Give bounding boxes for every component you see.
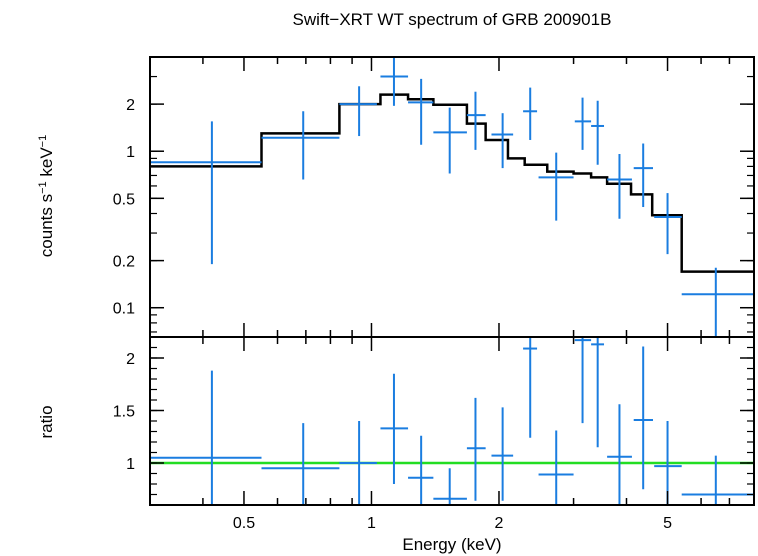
chart-title: Swift−XRT WT spectrum of GRB 200901B xyxy=(293,10,612,29)
y-tick-label: 1.5 xyxy=(113,404,135,421)
data-point xyxy=(466,91,486,150)
data-point xyxy=(607,153,632,219)
ylabel-main: counts s xyxy=(37,194,56,257)
data-point xyxy=(380,57,409,106)
data-point xyxy=(150,370,262,505)
data-point xyxy=(261,111,340,180)
data-point xyxy=(433,107,467,174)
data-point xyxy=(591,337,605,448)
ratio-panel: 11.52 xyxy=(113,336,755,506)
data-point xyxy=(681,267,754,337)
y-tick-label: 1 xyxy=(126,456,135,473)
data-point xyxy=(681,455,754,505)
data-point xyxy=(433,468,467,505)
x-tick-labels: 0.5 1 2 5 xyxy=(233,515,672,532)
spectrum-panel-ticks: 0.1 0.2 0.5 1 2 xyxy=(113,56,755,337)
ratio-y-axis-title: ratio xyxy=(37,405,56,438)
y-tick-label: 2 xyxy=(126,97,135,114)
data-point xyxy=(380,373,409,484)
data-point xyxy=(150,121,262,265)
y-tick-label: 1 xyxy=(126,144,135,161)
data-point xyxy=(523,337,538,438)
data-point xyxy=(591,100,605,165)
data-point xyxy=(339,86,377,137)
data-point xyxy=(466,397,486,501)
x-tick-label: 5 xyxy=(663,515,672,532)
y-tick-label: 0.1 xyxy=(113,301,135,318)
ylabel-sup-seconds: −1 xyxy=(37,181,49,194)
x-tick-label: 0.5 xyxy=(233,515,255,532)
data-point xyxy=(523,87,538,140)
ratio-panel-frame xyxy=(149,336,755,506)
data-point xyxy=(491,113,514,169)
y-tick-label: 0.5 xyxy=(113,191,135,208)
x-tick-label: 1 xyxy=(367,515,376,532)
data-point xyxy=(538,152,574,221)
y-tick-label: 2 xyxy=(126,351,135,368)
ratio-panel-ticks: 11.52 xyxy=(113,336,755,506)
y-tick-label: 0.2 xyxy=(113,254,135,271)
data-point xyxy=(633,143,654,208)
spectrum-panel-frame xyxy=(149,56,755,338)
x-axis-title: Energy (keV) xyxy=(402,535,501,554)
data-point xyxy=(491,407,514,501)
ylabel-mid: keV xyxy=(37,147,56,182)
data-point xyxy=(654,193,682,255)
ratio-data-points xyxy=(150,337,754,505)
spectrum-panel: 0.1 0.2 0.5 1 2 xyxy=(113,56,755,338)
ylabel-sup-kev: −1 xyxy=(37,135,49,148)
data-point xyxy=(607,404,632,505)
model-step-line xyxy=(150,93,754,273)
spectrum-y-axis-title: counts s−1 keV−1 xyxy=(37,135,56,257)
data-point xyxy=(408,435,434,505)
model-step-curve xyxy=(150,93,754,273)
data-point xyxy=(574,337,592,424)
data-point xyxy=(408,78,434,145)
x-tick-label: 2 xyxy=(495,515,504,532)
data-point xyxy=(574,97,592,150)
spectrum-data-points xyxy=(150,57,754,337)
data-point xyxy=(339,421,377,505)
data-point xyxy=(261,423,340,505)
data-point xyxy=(538,430,574,505)
data-point xyxy=(633,346,654,490)
